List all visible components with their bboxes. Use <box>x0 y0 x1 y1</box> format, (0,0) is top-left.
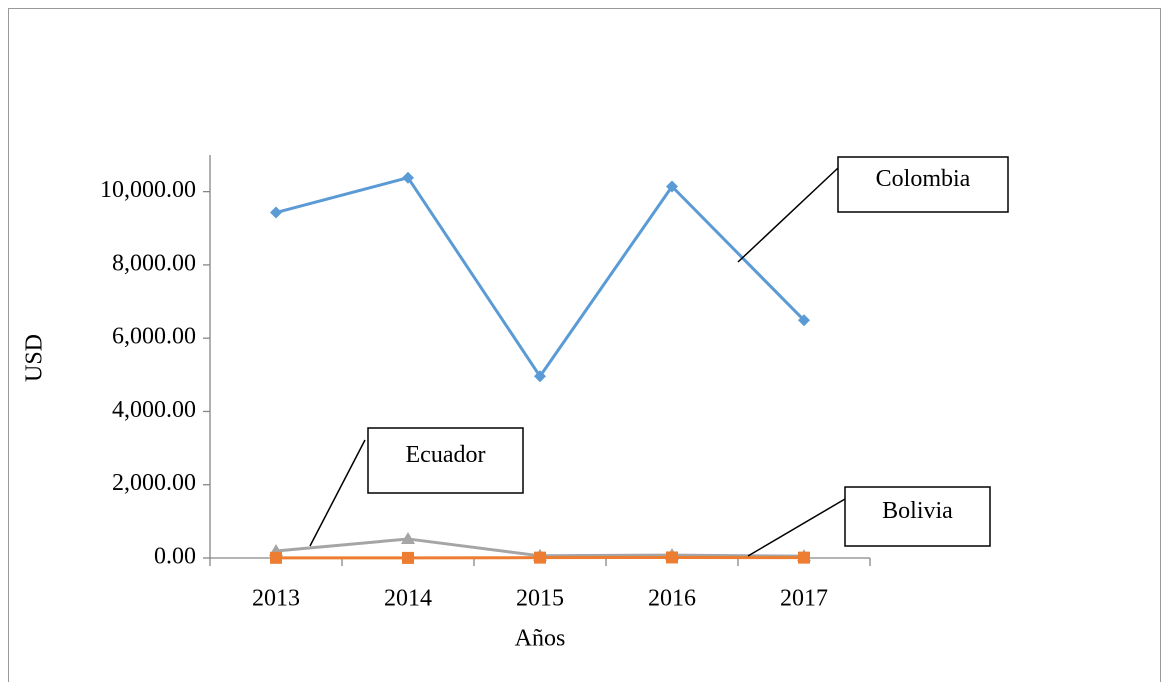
y-tick-label: 10,000.00 <box>100 177 196 203</box>
x-axis-title: Años <box>515 626 566 652</box>
marker <box>402 551 414 564</box>
y-axis-title: USD <box>22 334 48 382</box>
chart-border <box>8 8 1161 682</box>
callout-line <box>747 498 846 557</box>
y-tick-label: 4,000.00 <box>112 397 196 423</box>
legend-label: Bolivia <box>882 498 953 524</box>
marker <box>270 206 282 219</box>
legend-label: Colombia <box>876 166 971 192</box>
legend-label: Ecuador <box>406 442 486 468</box>
marker <box>798 314 810 327</box>
marker <box>270 551 282 564</box>
y-tick-label: 6,000.00 <box>112 324 196 350</box>
callout-line <box>737 167 839 263</box>
x-tick-label: 2015 <box>516 586 564 612</box>
callout-box <box>844 486 991 547</box>
y-tick-label: 2,000.00 <box>112 470 196 496</box>
y-tick-label: 8,000.00 <box>112 250 196 276</box>
marker <box>666 180 678 193</box>
marker <box>798 551 810 564</box>
callout-line <box>309 439 366 547</box>
callout-box <box>367 427 524 494</box>
marker <box>666 551 678 564</box>
marker <box>402 171 414 184</box>
callout-box <box>837 156 1009 213</box>
marker <box>401 531 415 544</box>
line <box>275 175 806 379</box>
x-tick-label: 2016 <box>648 586 696 612</box>
marker <box>534 551 546 564</box>
x-tick-label: 2014 <box>384 586 432 612</box>
marker <box>534 370 546 383</box>
y-tick-label: 0.00 <box>154 544 196 570</box>
x-tick-label: 2017 <box>780 586 828 612</box>
x-tick-label: 2013 <box>252 586 300 612</box>
